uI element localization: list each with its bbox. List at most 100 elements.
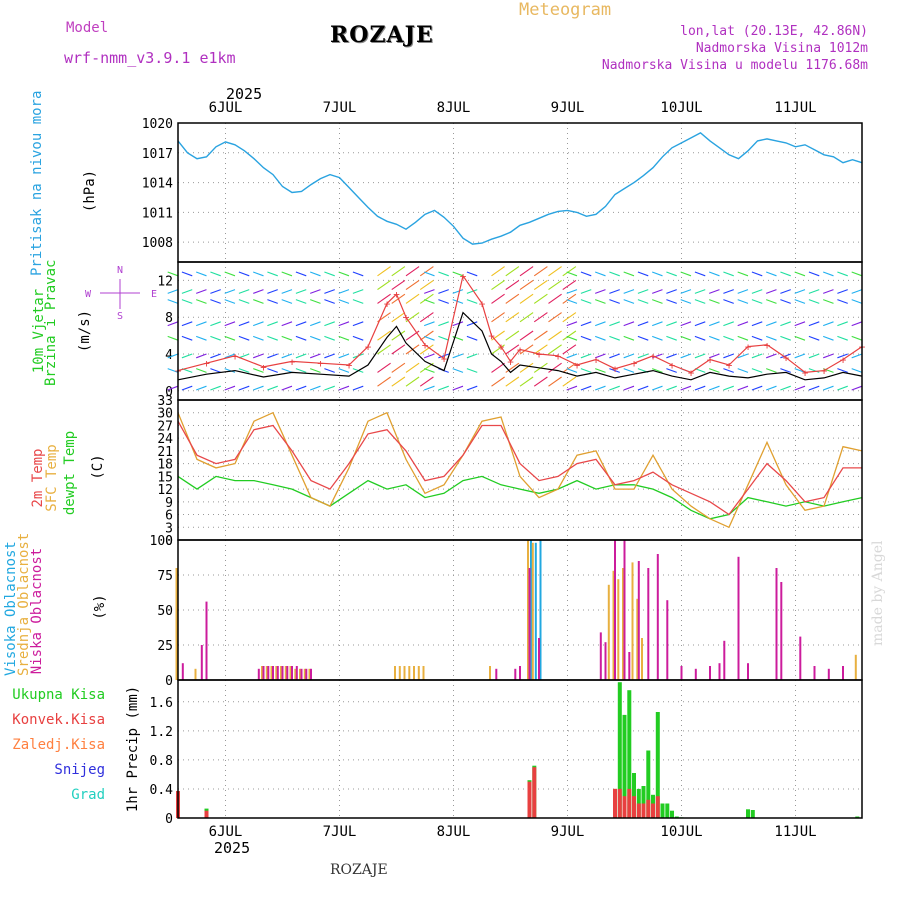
wind-barb: [224, 353, 236, 359]
wind-barb: [609, 368, 620, 373]
ytick-label: 0.8: [150, 754, 173, 769]
wind-barb: [751, 299, 763, 304]
wind-barb: [391, 266, 406, 277]
precip-bar: [655, 712, 660, 818]
compass-s: S: [117, 311, 123, 322]
cloud-bar: [267, 666, 270, 680]
wind-barb: [737, 353, 749, 359]
precip-bar: [646, 750, 651, 818]
wind-barb: [281, 368, 293, 373]
precip-bar: [622, 796, 627, 818]
wind-barb: [566, 321, 578, 327]
gust-marker: +: [726, 359, 733, 372]
wind-barb: [666, 385, 677, 391]
wind-barb: [766, 335, 777, 341]
precip-bar: [527, 781, 532, 818]
cloud-bar: [647, 568, 650, 680]
wind-barb: [181, 289, 193, 294]
wind-barb: [637, 321, 649, 327]
gust-marker: +: [479, 297, 486, 310]
wind-barb: [466, 335, 478, 341]
wind-barb: [680, 271, 692, 277]
wind-barb: [167, 368, 179, 373]
wind-barb: [580, 368, 592, 373]
wind-barb: [562, 330, 577, 341]
wind-barb: [505, 344, 520, 355]
wind-barb: [580, 353, 592, 359]
wind-barb: [267, 353, 278, 359]
panel-frame: [177, 399, 863, 541]
wind-barb: [609, 335, 620, 341]
wind-barb: [352, 299, 364, 304]
wind-barb: [419, 312, 434, 323]
cloud-bar: [308, 668, 311, 680]
precip-bar: [655, 796, 660, 818]
wind-barb: [377, 376, 391, 387]
ytick-label: 12: [157, 274, 173, 289]
wind-barb: [637, 385, 649, 391]
wind-barb: [281, 271, 293, 277]
wind-barb: [424, 385, 435, 391]
cloud-bar: [680, 666, 683, 680]
wind-barb: [709, 368, 720, 373]
wind-barb: [595, 368, 606, 373]
station-title: ROZAJE: [330, 22, 434, 48]
precip-bar: [532, 767, 537, 818]
wind-barb: [253, 321, 264, 327]
ytick-label: 0: [165, 812, 173, 827]
gust-marker: +: [289, 355, 296, 368]
wind-barb: [766, 321, 777, 327]
wind-barb: [452, 271, 464, 277]
wind-barb: [808, 289, 820, 294]
day-label-bottom: 9JUL: [551, 824, 585, 840]
wind-barb: [562, 279, 577, 291]
wind-barb: [751, 271, 763, 277]
cloud-bar: [422, 666, 425, 680]
wind-barb: [580, 385, 592, 391]
wind-barb: [766, 289, 777, 294]
cloud-bar: [530, 540, 532, 680]
ytick-label: 9: [165, 496, 173, 511]
wind-barb: [808, 353, 820, 359]
wind-barb: [224, 368, 236, 373]
wind-barb: [623, 335, 635, 341]
cloud-bar: [257, 668, 260, 680]
cloud-bar: [489, 666, 491, 680]
wind-barb: [723, 368, 734, 373]
wind-barb: [452, 353, 464, 359]
compass-w: W: [85, 289, 92, 300]
wind-barb: [533, 376, 548, 387]
wind-barb: [224, 299, 236, 304]
wind-barb: [666, 271, 677, 277]
wind-barb: [823, 353, 834, 359]
wind-barb: [519, 330, 534, 341]
wind-barb: [837, 321, 848, 327]
gust-marker: +: [593, 354, 600, 367]
wind-barb: [438, 299, 449, 304]
wind-barb: [253, 335, 264, 341]
wind-barb: [580, 299, 592, 304]
wind-barb: [238, 353, 250, 359]
wind-barb: [595, 271, 606, 277]
wind-barb: [196, 289, 207, 294]
legend-hail: Grad: [71, 787, 105, 803]
wind-barb: [737, 385, 749, 391]
wind-barb: [652, 321, 663, 327]
wind-barb: [680, 299, 692, 304]
wind-barb: [580, 271, 592, 277]
wind-barb: [666, 299, 677, 304]
wind-barb: [562, 362, 577, 373]
ytick-label: 27: [157, 419, 173, 434]
wind-barb: [338, 335, 350, 341]
wind-barb: [737, 299, 749, 304]
wind-barb: [310, 289, 321, 294]
wind-barb: [851, 353, 863, 359]
ytick-label: 1020: [142, 117, 173, 132]
wind-barb: [533, 266, 548, 277]
cloud-bar: [276, 666, 279, 680]
wind-barb: [609, 385, 620, 391]
gust-marker: +: [669, 359, 676, 372]
cloud-bar: [637, 561, 640, 680]
wind-barb: [238, 385, 250, 391]
wind-barb: [419, 344, 434, 355]
